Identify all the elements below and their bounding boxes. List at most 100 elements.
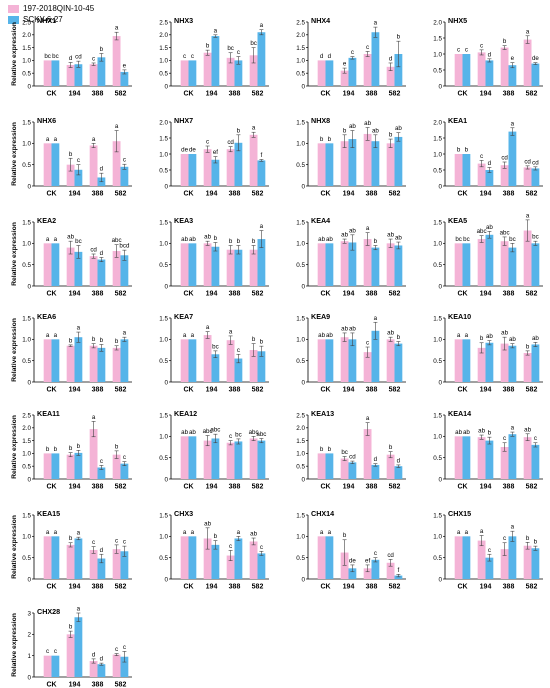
x-tick-label: 582 xyxy=(389,584,401,591)
significance-letter: a xyxy=(374,20,378,27)
bar-1-582 xyxy=(394,466,403,479)
significance-letter: d xyxy=(100,656,104,663)
bar-1-194 xyxy=(74,617,83,677)
y-tick-label: 1.5 xyxy=(296,119,305,126)
bar-1-194 xyxy=(485,234,494,286)
significance-letter: c xyxy=(115,537,118,544)
panel-title: KEA13 xyxy=(311,409,334,418)
significance-letter: b xyxy=(252,336,256,343)
x-tick-label: 388 xyxy=(92,584,104,591)
significance-letter: bcd xyxy=(119,243,130,250)
significance-letter: a xyxy=(260,223,264,230)
y-tick-label: 1.5 xyxy=(296,219,305,226)
bar-0-194 xyxy=(66,345,75,382)
bar-1-582 xyxy=(120,166,129,186)
y-tick-label: 0.5 xyxy=(159,455,168,462)
significance-letter: a xyxy=(54,332,58,339)
significance-letter: a xyxy=(183,529,187,536)
significance-letter: a xyxy=(374,315,378,322)
bar-1-582 xyxy=(394,343,403,382)
significance-letter: c xyxy=(92,539,95,546)
y-tick-label: 0 xyxy=(27,476,31,483)
significance-letter: b xyxy=(343,532,347,539)
x-tick-label: 194 xyxy=(343,91,355,98)
significance-letter: a xyxy=(92,414,96,421)
significance-letter: b xyxy=(229,238,233,245)
significance-letter: a xyxy=(320,529,324,536)
bar-1-582 xyxy=(257,239,266,286)
significance-letter: b xyxy=(389,132,393,139)
x-tick-label: CK xyxy=(457,387,467,394)
significance-letter: d xyxy=(374,456,378,463)
y-tick-label: 3 xyxy=(27,610,31,617)
significance-letter: b xyxy=(534,539,538,546)
bar-1-194 xyxy=(485,60,494,86)
x-tick-label: CK xyxy=(320,291,330,298)
bar-1-194 xyxy=(485,342,494,382)
bar-0-CK xyxy=(43,60,52,86)
y-tick-label: 0.5 xyxy=(433,67,442,74)
bar-0-582 xyxy=(386,143,395,186)
significance-letter: b xyxy=(488,430,492,437)
significance-letter: c xyxy=(503,435,506,442)
y-tick-label: 2.0 xyxy=(296,32,305,39)
bar-1-388 xyxy=(97,664,106,677)
bar-1-CK xyxy=(462,536,471,579)
bar-0-194 xyxy=(66,164,75,186)
significance-letter: b xyxy=(69,337,73,344)
x-tick-label: 582 xyxy=(526,191,538,198)
significance-letter: a xyxy=(480,528,484,535)
significance-letter: e xyxy=(123,62,127,69)
bar-0-194 xyxy=(203,149,212,186)
bar-0-582 xyxy=(112,454,121,479)
x-tick-label: 582 xyxy=(115,91,127,98)
significance-letter: ab xyxy=(395,235,402,242)
y-tick-label: 1.5 xyxy=(296,438,305,445)
x-tick-label: CK xyxy=(457,584,467,591)
bar-1-388 xyxy=(508,434,517,479)
x-tick-label: 388 xyxy=(92,484,104,491)
y-tick-label: 1.5 xyxy=(159,412,168,419)
significance-letter: a xyxy=(77,530,81,537)
bar-1-582 xyxy=(394,575,403,579)
bar-0-388 xyxy=(363,429,372,479)
bar-0-388 xyxy=(363,133,372,186)
bar-1-194 xyxy=(348,568,357,579)
bar-0-388 xyxy=(226,57,235,86)
significance-letter: b xyxy=(69,535,73,542)
bar-0-388 xyxy=(226,149,235,186)
bar-0-CK xyxy=(180,60,189,86)
significance-letter: a xyxy=(260,22,264,29)
significance-letter: ab xyxy=(486,333,493,340)
bar-0-194 xyxy=(203,538,212,579)
x-tick-label: 194 xyxy=(480,584,492,591)
bar-0-388 xyxy=(89,256,98,286)
significance-letter: a xyxy=(191,529,195,536)
bar-1-388 xyxy=(508,345,517,382)
significance-letter: c xyxy=(503,535,506,542)
y-axis-title: Relative expression xyxy=(11,22,18,86)
y-tick-label: 0.5 xyxy=(296,358,305,365)
significance-letter: ab xyxy=(189,429,196,436)
bar-1-582 xyxy=(120,551,129,579)
significance-letter: b xyxy=(214,533,218,540)
y-tick-label: 2.5 xyxy=(22,412,31,419)
bar-0-388 xyxy=(363,568,372,579)
y-tick-label: 0.5 xyxy=(296,71,305,78)
y-tick-label: 2.0 xyxy=(159,32,168,39)
significance-letter: e xyxy=(511,55,515,62)
significance-letter: b xyxy=(328,136,332,143)
y-tick-label: 0.5 xyxy=(296,555,305,562)
bar-1-194 xyxy=(348,339,357,382)
significance-letter: ab xyxy=(387,232,394,239)
bar-1-194 xyxy=(485,557,494,579)
bar-1-CK xyxy=(51,536,60,579)
bar-1-194 xyxy=(211,36,220,86)
significance-letter: ab xyxy=(349,227,356,234)
x-tick-label: 194 xyxy=(480,191,492,198)
y-tick-label: 0 xyxy=(27,183,31,190)
